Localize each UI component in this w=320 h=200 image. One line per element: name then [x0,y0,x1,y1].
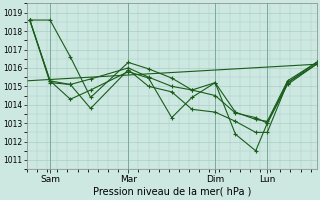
X-axis label: Pression niveau de la mer( hPa ): Pression niveau de la mer( hPa ) [92,187,251,197]
